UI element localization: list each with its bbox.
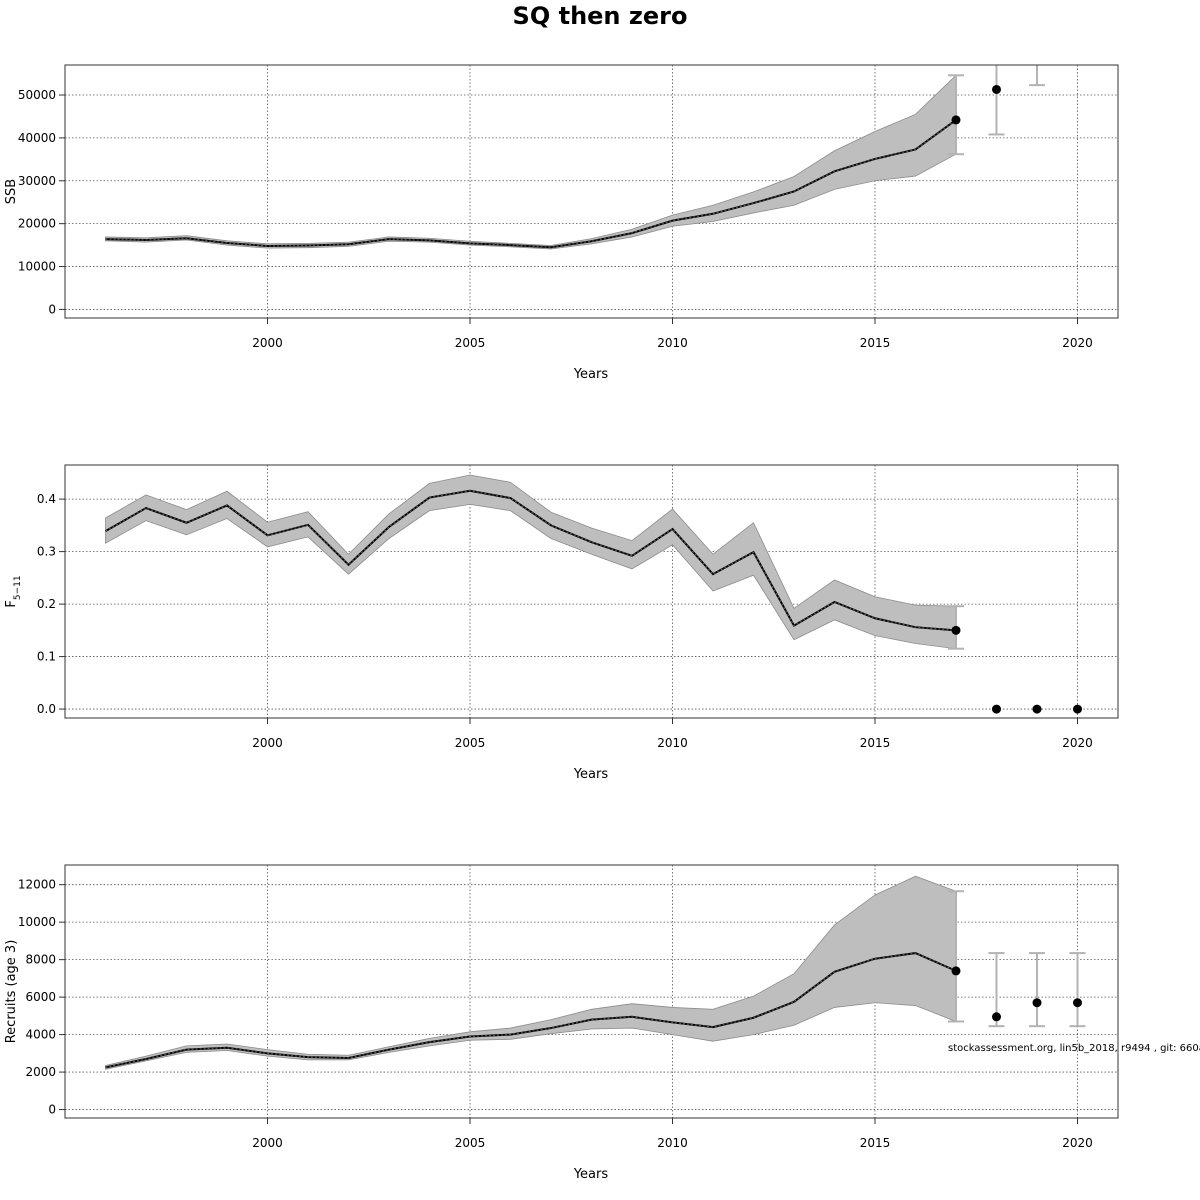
x-tick-label: 2005 <box>455 736 486 750</box>
y-tick-label: 0 <box>48 302 56 316</box>
y-axis-label: F5−11 <box>4 575 23 607</box>
x-tick-label: 2020 <box>1062 1136 1093 1150</box>
x-tick-label: 2015 <box>860 1136 891 1150</box>
confidence-band <box>105 875 957 1070</box>
y-tick-label: 0 <box>48 1103 56 1117</box>
x-tick-label: 2010 <box>657 736 688 750</box>
y-tick-label: 40000 <box>18 131 56 145</box>
forecast-point <box>992 84 1001 94</box>
y-tick-label: 4000 <box>25 1028 56 1042</box>
x-tick-label: 2000 <box>252 1136 283 1150</box>
estimate-line <box>105 119 957 249</box>
forecast-point <box>1033 39 1042 48</box>
y-tick-label: 0.4 <box>37 492 56 506</box>
plot-area <box>105 39 1045 250</box>
plot-area <box>105 875 1086 1070</box>
credit-text: stockassessment.org, lin5b_2018, r9494 ,… <box>948 1043 1200 1054</box>
forecast-point <box>1073 998 1082 1008</box>
x-tick-label: 2020 <box>1062 736 1093 750</box>
last-estimate-point <box>951 966 961 976</box>
estimate-line-dashes <box>105 952 957 1068</box>
x-axis-label: Years <box>573 367 609 382</box>
x-tick-label: 2000 <box>252 336 283 350</box>
f-panel: 2000 2005 2010 2015 2020 0.0 0.1 0.2 0.3 0.4 Years… <box>4 464 1119 782</box>
x-tick-label: 2015 <box>860 336 891 350</box>
y-tick-label: 10000 <box>18 260 56 274</box>
y-axis-label-subscript: 5−11 <box>13 575 23 600</box>
confidence-band <box>105 474 957 650</box>
forecast-point <box>1032 998 1042 1008</box>
plot-frame <box>64 64 1119 319</box>
ssb-panel: 2000 2005 2010 2015 2020 0 10000 20000 30000 4000… <box>4 39 1119 382</box>
x-tick-label: 2005 <box>455 1136 486 1150</box>
confidence-band <box>105 74 957 250</box>
forecast-point <box>992 704 1001 714</box>
y-tick-label: 0.2 <box>37 597 56 611</box>
forecast-point <box>992 1012 1001 1022</box>
x-tick-label: 2015 <box>860 736 891 750</box>
plot-frame <box>64 864 1119 1119</box>
y-tick-label: 6000 <box>25 990 56 1004</box>
y-tick-label: 0.3 <box>37 545 56 559</box>
x-tick-label: 2010 <box>657 1136 688 1150</box>
x-tick-label: 2000 <box>252 736 283 750</box>
y-tick-label: 50000 <box>18 88 56 102</box>
y-tick-label: 0.0 <box>37 702 56 716</box>
forecast-point <box>1073 704 1082 714</box>
plot-frame <box>64 464 1119 719</box>
estimate-line-dashes <box>105 490 957 631</box>
forecast-point <box>1032 704 1042 714</box>
y-tick-label: 2000 <box>25 1065 56 1079</box>
x-tick-label: 2005 <box>455 336 486 350</box>
y-tick-label: 10000 <box>18 915 56 929</box>
y-tick-label: 30000 <box>18 174 56 188</box>
y-axis-label: SSB <box>4 179 19 204</box>
y-tick-label: 12000 <box>18 878 56 892</box>
y-axis-label: Recruits (age 3) <box>4 940 19 1044</box>
y-tick-label: 8000 <box>25 953 56 967</box>
x-tick-label: 2010 <box>657 336 688 350</box>
y-tick-label: 0.1 <box>37 650 56 664</box>
chart-title: SQ then zero <box>513 2 688 30</box>
x-axis-label: Years <box>573 767 609 782</box>
last-estimate-point <box>951 115 961 125</box>
recruits-panel: 2000 2005 2010 2015 2020 0 2000 4000 6000 8000 100… <box>4 864 1119 1182</box>
plot-area <box>105 474 1082 714</box>
x-tick-label: 2020 <box>1062 336 1093 350</box>
y-tick-label: 20000 <box>18 217 56 231</box>
x-axis-label: Years <box>573 1167 609 1182</box>
last-estimate-point <box>951 625 961 635</box>
